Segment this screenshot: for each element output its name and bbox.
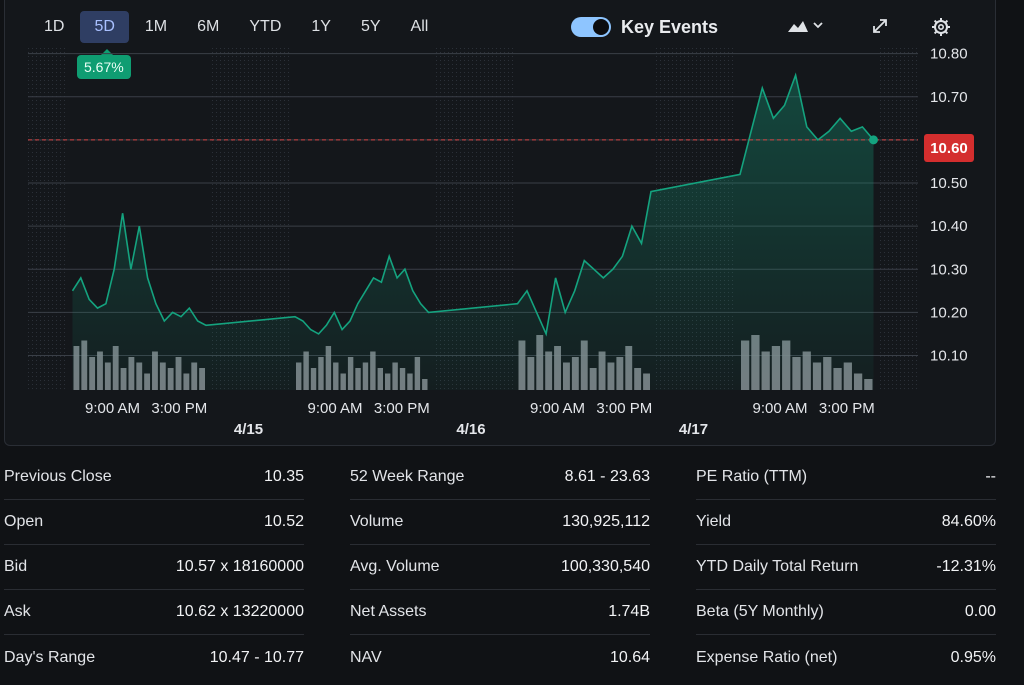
stat-value: 8.61 - 23.63 <box>564 468 650 485</box>
stat-label: Volume <box>350 513 404 530</box>
range-selector: 1D 5D 1M 6M YTD 1Y 5Y All <box>30 11 444 43</box>
stat-row: Beta (5Y Monthly) 0.00 <box>696 590 996 635</box>
stat-label: Ask <box>4 603 31 620</box>
stat-value: 10.35 <box>263 468 304 485</box>
stat-row: YTD Daily Total Return -12.31% <box>696 545 996 590</box>
stat-value: -12.31% <box>936 558 996 575</box>
stat-value: 84.60% <box>941 513 996 530</box>
expand-icon <box>873 19 887 33</box>
x-tick-label: 3:00 PM <box>596 400 652 417</box>
stat-row: Expense Ratio (net) 0.95% <box>696 635 996 680</box>
chevron-down-icon <box>813 22 823 29</box>
range-ytd[interactable]: YTD <box>249 18 282 35</box>
range-5d[interactable]: 5D <box>80 11 129 43</box>
date-label: 4/17 <box>679 421 708 438</box>
stat-value: 10.47 - 10.77 <box>209 648 304 666</box>
x-tick-label: 3:00 PM <box>151 400 207 417</box>
stat-label: Day's Range <box>4 648 96 666</box>
price-chart[interactable]: 10.80 10.70 10.60 10.50 10.40 10.30 10.20 10.10… <box>0 0 1000 446</box>
settings-button[interactable] <box>930 16 952 43</box>
change-badge: 5.67% <box>77 49 131 79</box>
x-tick-label: 3:00 PM <box>374 400 430 417</box>
stat-label: NAV <box>350 648 382 666</box>
toggle-knob <box>593 19 609 35</box>
x-tick-label: 3:00 PM <box>819 400 875 417</box>
price-line <box>71 72 875 337</box>
stat-value: -- <box>985 468 996 485</box>
stat-value: 10.52 <box>263 513 304 530</box>
stat-row: Ask 10.62 x 13220000 <box>4 590 304 635</box>
key-events-toggle[interactable] <box>571 17 611 37</box>
expand-button[interactable] <box>870 16 890 41</box>
stat-value: 0.95% <box>950 648 996 666</box>
stat-label: Open <box>4 513 44 530</box>
stat-row: Yield 84.60% <box>696 500 996 545</box>
x-tick-label: 9:00 AM <box>85 400 140 417</box>
stats-column-2: 52 Week Range 8.61 - 23.63 Volume 130,925,1… <box>350 455 650 680</box>
stat-row: Bid 10.57 x 18160000 <box>4 545 304 590</box>
y-tick-label: 10.40 <box>930 218 968 235</box>
stat-row: Avg. Volume 100,330,540 <box>350 545 650 590</box>
stat-label: Beta (5Y Monthly) <box>696 603 824 620</box>
price-area <box>72 75 874 390</box>
stat-value: 10.62 x 13220000 <box>175 603 304 620</box>
range-1y[interactable]: 1Y <box>311 18 331 35</box>
x-tick-label: 9:00 AM <box>308 400 363 417</box>
stat-row: Volume 130,925,112 <box>350 500 650 545</box>
stat-row: Previous Close 10.35 <box>4 455 304 500</box>
stat-row: PE Ratio (TTM) -- <box>696 455 996 500</box>
y-tick-label: 10.70 <box>930 89 968 106</box>
stat-label: Expense Ratio (net) <box>696 648 838 666</box>
stat-value: 10.57 x 18160000 <box>175 558 304 575</box>
x-tick-label: 9:00 AM <box>530 400 585 417</box>
stat-value: 100,330,540 <box>561 558 650 575</box>
y-tick-label: 10.10 <box>930 348 968 365</box>
stat-value: 130,925,112 <box>562 513 650 530</box>
stat-row: Day's Range 10.47 - 10.77 <box>4 635 304 680</box>
premarket-band <box>28 45 69 390</box>
stat-row: NAV 10.64 <box>350 635 650 680</box>
range-1d[interactable]: 1D <box>44 18 65 35</box>
range-1m[interactable]: 1M <box>144 18 168 35</box>
stat-label: 52 Week Range <box>350 468 465 485</box>
range-all[interactable]: All <box>410 18 429 35</box>
y-tick-label: 10.80 <box>930 46 968 63</box>
stat-label: Avg. Volume <box>350 558 440 575</box>
stat-row: 52 Week Range 8.61 - 23.63 <box>350 455 650 500</box>
gear-icon <box>932 18 950 36</box>
stat-value: 10.64 <box>609 648 650 666</box>
x-tick-label: 9:00 AM <box>753 400 808 417</box>
stat-label: Previous Close <box>4 468 112 485</box>
stat-label: Net Assets <box>350 603 427 620</box>
range-5y[interactable]: 5Y <box>360 18 381 35</box>
y-tick-label: 10.30 <box>930 261 968 278</box>
afterhours-band <box>877 45 918 390</box>
last-price-dot <box>869 135 878 145</box>
y-tick-label: 10.50 <box>930 175 968 192</box>
range-6m[interactable]: 6M <box>197 18 220 35</box>
key-events-label: Key Events <box>621 17 719 37</box>
current-price-tag: 10.60 <box>924 134 974 162</box>
stat-value: 0.00 <box>964 603 996 620</box>
stat-label: Yield <box>696 513 731 530</box>
stat-label: Bid <box>4 558 28 575</box>
stats-column-3: PE Ratio (TTM) -- Yield 84.60% YTD Daily Tot… <box>696 455 996 680</box>
y-tick-label: 10.20 <box>930 304 968 321</box>
mountain-chart-icon <box>788 21 823 32</box>
stat-row: Net Assets 1.74B <box>350 590 650 635</box>
stat-label: YTD Daily Total Return <box>696 558 859 575</box>
chart-type-button[interactable] <box>786 16 826 41</box>
stats-column-1: Previous Close 10.35 Open 10.52 Bid 10.57 x 1… <box>4 455 304 680</box>
date-label: 4/16 <box>456 421 485 438</box>
date-label: 4/15 <box>234 421 263 438</box>
stat-row: Open 10.52 <box>4 500 304 545</box>
stat-value: 1.74B <box>608 603 650 620</box>
stat-label: PE Ratio (TTM) <box>696 468 808 485</box>
